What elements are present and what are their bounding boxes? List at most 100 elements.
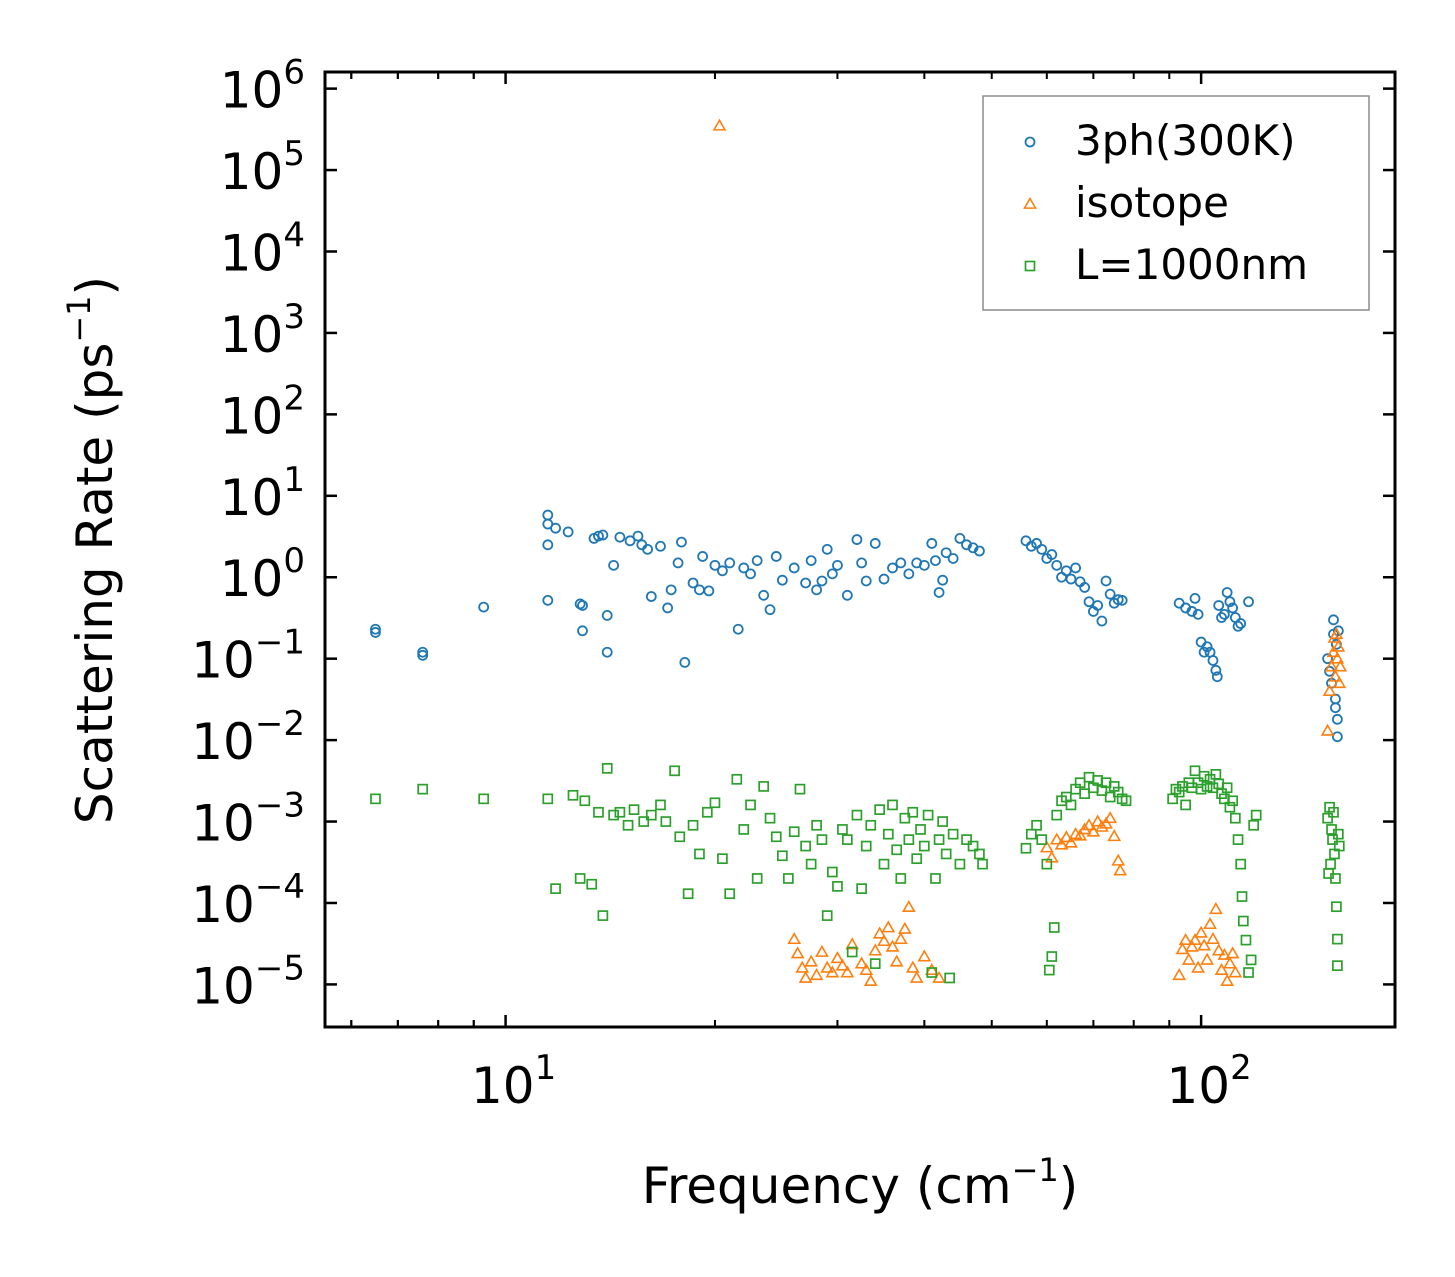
data-point-square [841, 834, 853, 845]
data-point-triangle [1059, 830, 1074, 843]
data-point-square [1020, 842, 1032, 854]
data-point-circle [1186, 606, 1198, 617]
data-point-square [1227, 795, 1238, 807]
data-point-triangle [790, 946, 805, 959]
data-point-circle [1207, 655, 1219, 666]
data-point-circle [597, 529, 609, 541]
data-point-square [1250, 809, 1262, 821]
x-tick-exponent: 2 [1230, 1048, 1252, 1088]
data-point-circle [542, 594, 554, 606]
y-tick-base: 10 [220, 224, 284, 282]
data-point-circle [1216, 612, 1227, 623]
data-point-triangle [712, 118, 727, 131]
data-point-square [758, 781, 770, 792]
data-point-square [1327, 834, 1338, 845]
data-point-square [601, 763, 613, 774]
data-point-square [1079, 788, 1090, 800]
data-point-circle [601, 609, 613, 621]
data-point-square [887, 799, 898, 811]
data-point-circle [918, 559, 930, 571]
data-point-square [1201, 781, 1213, 792]
data-point-square [1046, 951, 1058, 962]
data-point-triangle [787, 932, 802, 945]
data-point-circle [1235, 618, 1247, 629]
data-point-triangle [1329, 627, 1344, 640]
y-tick-base: 10 [191, 876, 255, 934]
data-point-square [915, 824, 926, 835]
data-point-triangle [815, 944, 829, 957]
data-point-square [586, 878, 598, 890]
data-point-circle [1060, 565, 1072, 577]
y-tick-label: 105 [220, 134, 305, 201]
data-point-square [694, 848, 705, 860]
data-point-square [1065, 799, 1077, 811]
data-point-square [869, 958, 881, 969]
data-point-circle [676, 536, 687, 548]
y-tick-exponent: 1 [283, 460, 305, 500]
data-point-triangle [1223, 956, 1237, 969]
data-point-triangle [1320, 723, 1335, 736]
data-point-square [1031, 819, 1042, 831]
x-axis-label-text: Frequency (cm [642, 1157, 1012, 1215]
data-point-circle [1092, 600, 1104, 611]
data-point-square [669, 765, 680, 777]
legend-label-boundary: L=1000nm [1075, 240, 1308, 289]
data-point-square [1331, 901, 1342, 913]
data-point-square [940, 848, 952, 860]
data-point-square [731, 773, 743, 785]
y-tick-label: 103 [220, 297, 305, 364]
major-ticks [325, 72, 1395, 1027]
data-point-square [874, 804, 886, 815]
data-point-square [1230, 812, 1241, 824]
data-point-circle [878, 573, 890, 585]
data-point-square [628, 804, 640, 815]
data-point-square [1120, 795, 1132, 807]
data-point-triangle [1095, 819, 1109, 832]
data-point-square [1051, 809, 1063, 821]
data-point-circle [1051, 559, 1063, 571]
data-point-circle [614, 531, 626, 543]
y-tick-exponent: 0 [283, 541, 305, 581]
data-point-square [860, 840, 872, 852]
data-point-triangle [1111, 853, 1126, 866]
x-tick-exponent: 1 [535, 1048, 557, 1088]
data-point-circle [1211, 671, 1223, 683]
data-point-circle [1020, 535, 1032, 547]
data-point-square [911, 853, 923, 865]
data-points [370, 118, 1348, 986]
data-point-circle [662, 602, 674, 614]
y-tick-base: 10 [220, 550, 284, 608]
series-2 [370, 763, 1345, 984]
data-point-circle [738, 562, 750, 574]
y-tick-label: 10−3 [191, 786, 305, 853]
data-point-circle [751, 555, 763, 567]
legend-label-isotope: isotope [1075, 178, 1229, 227]
data-point-circle [1224, 596, 1236, 608]
data-point-square [770, 831, 782, 843]
data-point-triangle [1064, 835, 1078, 848]
y-tick-base: 10 [220, 469, 284, 527]
data-point-square [1074, 777, 1086, 789]
data-point-triangle [798, 970, 813, 983]
data-point-square [1328, 806, 1339, 818]
data-point-square [891, 844, 903, 856]
x-axis-label-end: ) [1059, 1157, 1079, 1215]
data-point-square [674, 831, 686, 843]
data-point-circle [933, 587, 945, 598]
data-point-triangle [1049, 832, 1064, 845]
data-point-triangle [924, 962, 939, 976]
data-point-square [1041, 858, 1053, 870]
x-tick-label: 101 [471, 1048, 556, 1115]
data-point-circle [417, 649, 429, 661]
data-point-circle [672, 557, 684, 569]
data-point-circle [1218, 608, 1230, 620]
data-point-circle [1083, 596, 1095, 608]
data-point-circle [608, 559, 620, 571]
data-point-square [655, 799, 666, 811]
data-point-circle [758, 589, 770, 601]
data-point-triangle [1328, 669, 1343, 682]
data-point-square [944, 972, 956, 984]
data-point-circle [632, 530, 644, 542]
data-point-circle [940, 547, 952, 559]
data-point-triangle [909, 970, 924, 983]
